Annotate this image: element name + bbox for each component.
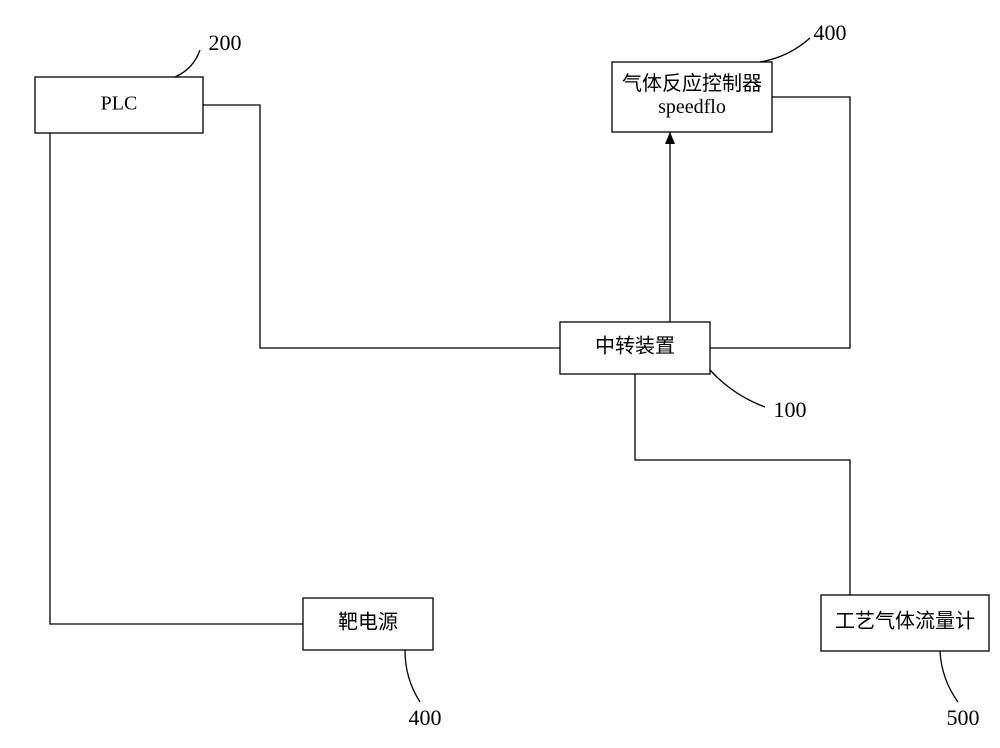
leader-r100	[710, 370, 765, 407]
node-target_power: 靶电源	[303, 598, 433, 650]
node-relay: 中转装置	[560, 322, 710, 374]
ref-r100: 100	[774, 397, 807, 422]
node-gas_controller-label-0: 气体反应控制器	[622, 72, 762, 95]
connector-gas_controller_to_relay_right	[710, 97, 850, 348]
node-gas_controller-label-1: speedflo	[658, 96, 726, 118]
node-flow_meter: 工艺气体流量计	[821, 595, 989, 651]
node-plc: PLC	[35, 77, 203, 133]
node-gas_controller: 气体反应控制器speedflo	[612, 62, 772, 132]
ref-r400_bottom: 400	[409, 705, 442, 730]
node-flow_meter-label-0: 工艺气体流量计	[835, 610, 975, 633]
ref-r400_top: 400	[814, 20, 847, 45]
ref-r200: 200	[209, 30, 242, 55]
connector-relay_to_flow_meter	[635, 374, 850, 595]
leader-r400_bottom	[405, 650, 420, 702]
ref-r500: 500	[947, 705, 980, 730]
leader-r200	[175, 50, 200, 77]
connector-plc_to_relay	[203, 105, 560, 348]
node-target_power-label-0: 靶电源	[338, 611, 398, 634]
node-relay-label-0: 中转装置	[595, 335, 675, 358]
connector-plc_to_target_power	[50, 133, 303, 624]
leader-r400_top	[760, 38, 810, 62]
node-plc-label-0: PLC	[101, 93, 138, 115]
leader-r500	[940, 651, 958, 702]
